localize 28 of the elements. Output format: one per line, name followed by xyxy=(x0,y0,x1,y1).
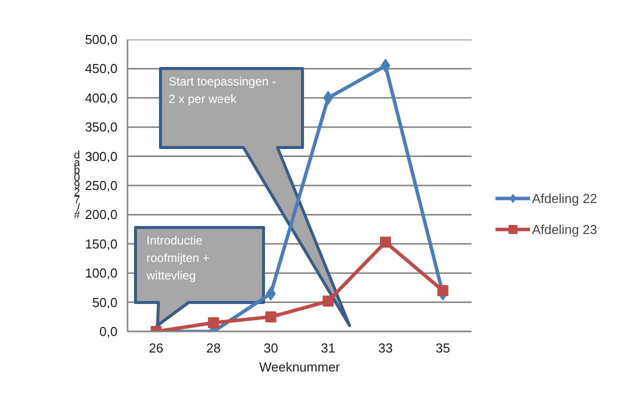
y-tick-label: 400,0 xyxy=(84,90,118,106)
text: dab0927/# xyxy=(74,150,80,222)
x-tick-label: 31 xyxy=(320,340,336,356)
y-tick-label: 0,0 xyxy=(99,324,118,339)
annotation: Start toepassingen - 2 x per week xyxy=(168,74,276,106)
y-tick-label: 100,0 xyxy=(84,266,118,281)
point xyxy=(322,296,334,307)
y-tick-label: 500,0 xyxy=(84,32,118,47)
x-tick-label: 30 xyxy=(264,340,278,356)
legend-label: Afdeling 22 xyxy=(532,190,598,206)
y-tick-label: 250,0 xyxy=(84,178,118,193)
y-tick-label: 450,0 xyxy=(84,61,118,76)
x-axis-title: Weeknummer xyxy=(259,360,341,374)
point xyxy=(380,236,391,248)
x-tick-label: 33 xyxy=(378,340,393,356)
y-tick-label: 300,0 xyxy=(84,148,118,164)
x-tick-label: 26 xyxy=(148,340,164,356)
x-tick-label: 35 xyxy=(436,340,450,356)
x-tick-label: 28 xyxy=(206,340,221,356)
y-tick-label: 50,0 xyxy=(92,294,118,310)
y-tick-label: 350,0 xyxy=(84,120,118,135)
annotation: Introductie roofmijten + wittevlieg xyxy=(146,234,210,282)
point xyxy=(437,285,448,296)
point xyxy=(208,317,219,328)
y-tick-label: 150,0 xyxy=(84,236,118,252)
legend-label: Afdeling 23 xyxy=(532,222,598,236)
y-tick-label: 200,0 xyxy=(84,207,118,222)
point xyxy=(265,311,276,322)
